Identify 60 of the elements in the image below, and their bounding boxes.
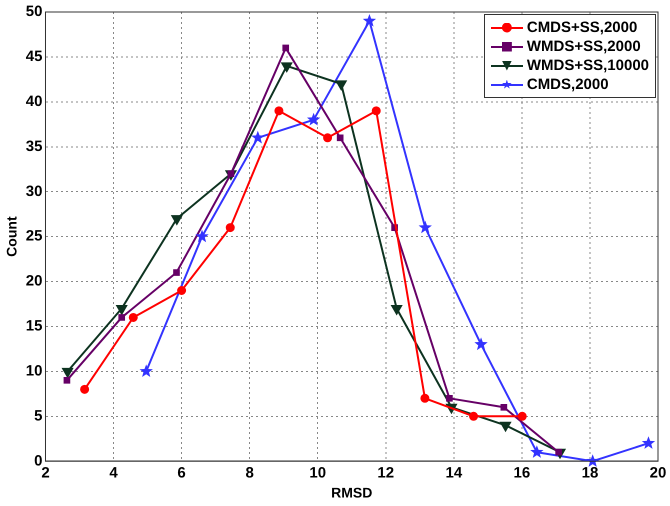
y-tick-label: 35 bbox=[26, 138, 42, 155]
y-axis-title: Count bbox=[3, 216, 20, 257]
point bbox=[274, 106, 284, 116]
point bbox=[251, 130, 264, 144]
x-tick-label: 8 bbox=[245, 464, 254, 482]
legend-label: CMDS,2000 bbox=[526, 76, 609, 93]
point bbox=[118, 314, 126, 321]
point bbox=[116, 304, 128, 315]
x-axis-title: RMSD bbox=[331, 484, 372, 500]
legend-label: WMDS+SS,2000 bbox=[526, 38, 641, 55]
point bbox=[500, 404, 508, 411]
point bbox=[171, 215, 183, 226]
point bbox=[474, 337, 488, 350]
point bbox=[420, 394, 430, 403]
point bbox=[336, 134, 344, 142]
x-tick-label: 20 bbox=[650, 464, 666, 482]
y-tick-label: 5 bbox=[34, 407, 42, 424]
x-tick-label: 10 bbox=[309, 464, 326, 482]
x-tick-label: 14 bbox=[445, 464, 463, 482]
point bbox=[62, 368, 74, 378]
y-tick-label: 50 bbox=[26, 3, 42, 20]
point bbox=[195, 230, 209, 242]
point bbox=[469, 412, 478, 421]
y-tick-label: 20 bbox=[26, 272, 42, 290]
y-tick-label: 15 bbox=[26, 318, 42, 335]
point bbox=[80, 384, 90, 394]
point bbox=[281, 62, 292, 72]
x-tick-label: 2 bbox=[41, 464, 50, 482]
point bbox=[518, 412, 527, 421]
legend-label: WMDS+SS,10000 bbox=[526, 57, 649, 74]
y-tick-label: 10 bbox=[26, 362, 42, 380]
x-tick-label: 6 bbox=[177, 464, 186, 482]
point bbox=[362, 14, 376, 27]
point bbox=[530, 445, 544, 458]
point bbox=[173, 269, 180, 276]
legend-label: CMDS+SS,2000 bbox=[526, 19, 638, 36]
point bbox=[418, 220, 432, 234]
point bbox=[500, 422, 512, 432]
y-tick-label: 45 bbox=[26, 48, 42, 66]
point bbox=[446, 394, 453, 402]
x-tick-label: 16 bbox=[514, 464, 530, 482]
point bbox=[390, 304, 402, 315]
y-tick-label: 40 bbox=[26, 92, 42, 110]
y-tick-label: 30 bbox=[26, 182, 42, 200]
y-tick-label: 0 bbox=[34, 452, 42, 470]
point bbox=[642, 436, 656, 449]
point bbox=[177, 286, 186, 296]
point bbox=[140, 364, 153, 378]
point bbox=[306, 112, 320, 126]
x-tick-label: 4 bbox=[109, 464, 118, 482]
point bbox=[323, 133, 332, 142]
point bbox=[64, 377, 70, 384]
point bbox=[128, 312, 138, 322]
y-tick-label: 25 bbox=[26, 228, 42, 245]
x-tick-label: 12 bbox=[377, 464, 394, 482]
point bbox=[336, 80, 347, 90]
point bbox=[282, 44, 290, 52]
point bbox=[372, 106, 381, 116]
x-tick-label: 18 bbox=[582, 464, 598, 482]
point bbox=[226, 223, 235, 232]
